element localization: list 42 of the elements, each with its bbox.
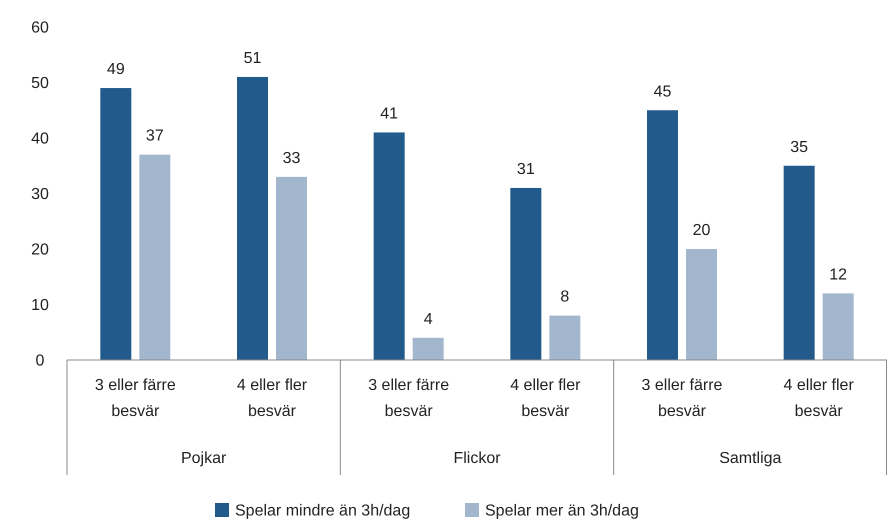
- text: Flickor: [453, 450, 502, 467]
- bar: [686, 249, 717, 360]
- data-label: 49: [106, 61, 125, 78]
- y-tick-label: 60: [31, 20, 49, 37]
- bar: [647, 110, 678, 360]
- bar: [237, 76, 268, 360]
- data-label: 4: [424, 310, 433, 328]
- y-tick-label: 20: [31, 242, 49, 259]
- data-label: 45: [654, 83, 672, 100]
- x-tick-label: 3 eller färre besvär: [642, 377, 723, 420]
- text: Pojkar: [180, 450, 228, 467]
- data-label: 20: [692, 222, 710, 239]
- bar: [100, 88, 132, 360]
- data-label: 51: [244, 50, 262, 67]
- y-tick-label: 30: [31, 186, 49, 204]
- data-label: 37: [146, 128, 164, 145]
- bar: [784, 166, 815, 360]
- data-label: 41: [380, 105, 398, 122]
- text: Samtliga: [719, 450, 782, 467]
- x-tick-label: 4 eller fler besvär: [784, 377, 854, 420]
- bar: [374, 132, 405, 360]
- x-tick-label: 3 eller färre besvär: [368, 377, 450, 420]
- bar: [276, 176, 307, 360]
- x-tick-label: 4 eller fler besvär: [510, 377, 582, 420]
- data-label: 8: [560, 288, 570, 306]
- bar: [549, 316, 580, 360]
- data-label: 12: [829, 266, 848, 284]
- bar: [822, 293, 854, 360]
- bar: [139, 154, 170, 360]
- x-tick-label: 4 eller fler besvär: [236, 377, 308, 420]
- data-label: 35: [790, 138, 808, 156]
- bar: [412, 338, 444, 360]
- legend-label: Spelar mindre än 3h/dag: [235, 502, 410, 520]
- y-tick-label: 10: [31, 297, 49, 314]
- x-tick-label: 3 eller färre besvär: [94, 377, 176, 420]
- legend-label: Spelar mer än 3h/dag: [485, 502, 639, 520]
- data-label: 33: [282, 150, 300, 167]
- bar: [510, 188, 542, 360]
- data-label: 31: [516, 160, 535, 178]
- y-tick-label: 50: [31, 75, 49, 92]
- y-tick-label: 0: [36, 352, 45, 370]
- y-tick-label: 40: [31, 130, 49, 148]
